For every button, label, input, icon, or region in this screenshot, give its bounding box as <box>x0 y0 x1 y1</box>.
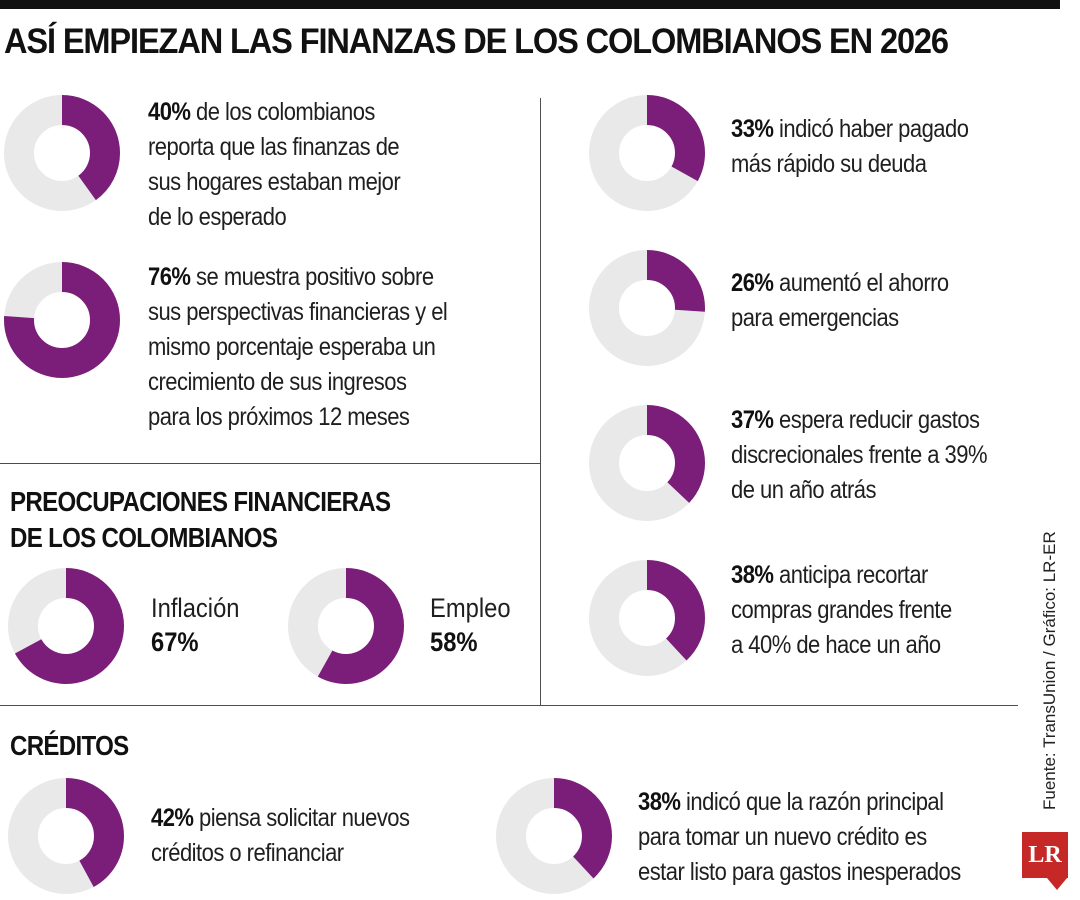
donut-svg-razon-credito <box>496 778 612 894</box>
donut-slice-positivo-perspectivas <box>4 262 120 378</box>
donut-svg-nuevos-creditos <box>8 778 124 894</box>
stat-line: estar listo para gastos inesperados <box>638 858 961 886</box>
concern-label: Inflación <box>151 593 240 623</box>
stat-line: espera reducir gastos <box>779 406 980 434</box>
stat-line: para emergencias <box>731 304 899 332</box>
donut-razon-credito <box>496 778 612 894</box>
stat-line: más rápido su deuda <box>731 150 927 178</box>
stat-line: piensa solicitar nuevos <box>199 804 410 832</box>
divider-vertical <box>540 98 541 705</box>
donut-reducir-gastos <box>589 405 705 521</box>
concern-inflacion: Inflación 67% <box>151 591 240 659</box>
stat-line: aumentó el ahorro <box>779 269 949 297</box>
stat-line: de lo esperado <box>148 203 287 231</box>
stat-razon-credito: 38% indicó que la razón principal para t… <box>638 785 961 890</box>
donut-slice-inflacion <box>8 568 124 684</box>
stat-pct: 38% <box>731 561 774 589</box>
section-title-creditos: CRÉDITOS <box>10 730 129 761</box>
donut-recortar-compras <box>589 560 705 676</box>
donut-svg-recortar-compras <box>589 560 705 676</box>
stat-line: anticipa recortar <box>779 561 928 589</box>
donut-nuevos-creditos <box>8 778 124 894</box>
donut-svg-pago-deuda <box>589 95 705 211</box>
donut-slice-razon-credito <box>496 778 612 894</box>
donut-inflacion <box>8 568 124 684</box>
concern-empleo: Empleo 58% <box>430 591 511 659</box>
stat-line: mismo porcentaje esperaba un <box>148 333 436 361</box>
stat-line: sus perspectivas financieras y el <box>148 298 448 326</box>
stat-pct: 42% <box>151 804 194 832</box>
donut-svg-inflacion <box>8 568 124 684</box>
donut-slice-ahorro-emergencias <box>589 250 705 366</box>
concern-value: 67% <box>151 627 199 657</box>
donut-ahorro-emergencias <box>589 250 705 366</box>
donut-svg-positivo-perspectivas <box>4 262 120 378</box>
donut-svg-finanzas-mejor <box>4 95 120 211</box>
stat-reducir-gastos: 37% espera reducir gastos discrecionales… <box>731 403 988 508</box>
donut-finanzas-mejor <box>4 95 120 211</box>
stat-line: compras grandes frente <box>731 596 952 624</box>
stat-pct: 76% <box>148 263 191 291</box>
stat-line: crecimiento de sus ingresos <box>148 368 407 396</box>
concern-value: 58% <box>430 627 478 657</box>
donut-svg-reducir-gastos <box>589 405 705 521</box>
donut-slice-nuevos-creditos <box>8 778 124 894</box>
stat-line: sus hogares estaban mejor <box>148 168 401 196</box>
donut-svg-ahorro-emergencias <box>589 250 705 366</box>
stat-pct: 38% <box>638 788 681 816</box>
donut-slice-empleo <box>288 568 404 684</box>
donut-pago-deuda <box>589 95 705 211</box>
stat-pago-deuda: 33% indicó haber pagado más rápido su de… <box>731 112 969 182</box>
donut-positivo-perspectivas <box>4 262 120 378</box>
stat-pct: 40% <box>148 98 191 126</box>
stat-finanzas-mejor: 40% de los colombianos reporta que las f… <box>148 95 401 235</box>
stat-ahorro-emergencias: 26% aumentó el ahorro para emergencias <box>731 266 949 336</box>
stat-pct: 33% <box>731 115 774 143</box>
stat-line: para los próximos 12 meses <box>148 403 410 431</box>
section-title-line: DE LOS COLOMBIANOS <box>10 522 278 553</box>
stat-line: se muestra positivo sobre <box>196 263 434 291</box>
lr-logo: LR <box>1022 832 1068 878</box>
stat-recortar-compras: 38% anticipa recortar compras grandes fr… <box>731 558 952 663</box>
stat-nuevos-creditos: 42% piensa solicitar nuevos créditos o r… <box>151 801 410 871</box>
stat-line: indicó haber pagado <box>779 115 969 143</box>
top-bar <box>0 0 1060 9</box>
stat-line: de un año atrás <box>731 476 877 504</box>
section-title-preocupaciones: PREOCUPACIONES FINANCIERAS DE LOS COLOMB… <box>10 484 391 556</box>
section-title-line: PREOCUPACIONES FINANCIERAS <box>10 486 391 517</box>
donut-slice-recortar-compras <box>589 560 705 676</box>
divider-credits <box>0 705 1018 706</box>
stat-positivo-perspectivas: 76% se muestra positivo sobre sus perspe… <box>148 260 448 435</box>
donut-empleo <box>288 568 404 684</box>
stat-pct: 26% <box>731 269 774 297</box>
stat-line: discrecionales frente a 39% <box>731 441 988 469</box>
source-credit: Fuente: TransUnion / Gráfico: LR-ER <box>1040 531 1059 810</box>
stat-line: a 40% de hace un año <box>731 631 941 659</box>
donut-slice-finanzas-mejor <box>4 95 120 211</box>
donut-svg-empleo <box>288 568 404 684</box>
divider-left-section <box>0 463 540 464</box>
stat-line: de los colombianos <box>196 98 375 126</box>
stat-line: indicó que la razón principal <box>686 788 944 816</box>
stat-line: para tomar un nuevo crédito es <box>638 823 927 851</box>
donut-slice-reducir-gastos <box>589 405 705 521</box>
stat-pct: 37% <box>731 406 774 434</box>
stat-line: reporta que las finanzas de <box>148 133 400 161</box>
concern-label: Empleo <box>430 593 511 623</box>
lr-logo-tail <box>1047 878 1067 890</box>
stat-line: créditos o refinanciar <box>151 839 344 867</box>
page-title: ASÍ EMPIEZAN LAS FINANZAS DE LOS COLOMBI… <box>4 22 949 61</box>
donut-slice-pago-deuda <box>589 95 705 211</box>
